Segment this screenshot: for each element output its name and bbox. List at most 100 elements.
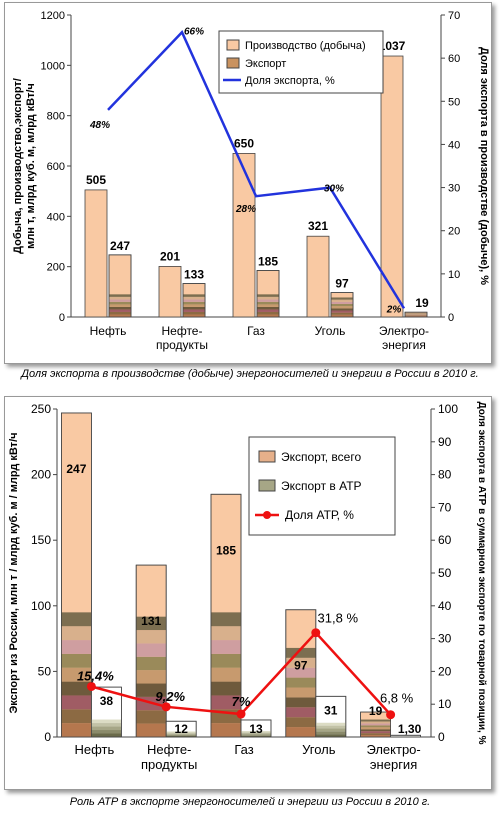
share-label: 2% (386, 304, 402, 315)
bar-export-segment (109, 301, 131, 305)
bar-export-total-segment (285, 677, 316, 688)
bar-export-total-segment (360, 719, 391, 722)
bar-label-export: 247 (110, 239, 130, 253)
chart-1-frame: 0 200 400 600 800 1000 1200 0 10 20 30 40 50 60 70 Добы… (4, 2, 492, 364)
bar-export-atp-segment (91, 723, 122, 727)
y2-tick-label: 100 (438, 402, 458, 416)
bar-export-total-segment (61, 612, 92, 627)
y-axis-title-line: млн т, млрд куб. м, млрд кВт/ч (25, 83, 37, 249)
bar-export-total (285, 609, 317, 738)
bar-export-total-segment (360, 725, 391, 728)
bar-export (182, 283, 206, 318)
bar-export-segment (109, 314, 131, 317)
bar-export-segment (331, 308, 353, 311)
bar-export-total-segment (360, 733, 391, 736)
bar-label-atp: 13 (249, 722, 263, 736)
bar-export-segment (257, 294, 279, 297)
atp-share-point (311, 628, 321, 638)
bar-export-total-segment (285, 667, 316, 678)
y2-tick-label: 70 (448, 10, 460, 22)
y-tick-label: 100 (31, 599, 51, 613)
bar-export-total-segment (360, 731, 391, 734)
y-tick-label: 600 (47, 161, 65, 173)
atp-share-label: 15,4% (77, 668, 114, 683)
x-tick-label: Электро- (366, 742, 420, 757)
bar-export-atp-segment (315, 734, 346, 737)
bar-export-total-segment (136, 683, 167, 697)
x-tick-label: Нефть (75, 742, 115, 757)
atp-share-point (236, 709, 246, 719)
bar-export-segment (257, 314, 279, 317)
legend-label-total: Экспорт, всего (281, 450, 361, 464)
chart-1-caption: Доля экспорта в производстве (добыче) эн… (21, 368, 479, 380)
y-tick-label: 400 (47, 211, 65, 223)
bar-export-atp-segment (166, 733, 197, 735)
bar-export-segment (331, 314, 353, 317)
bar-export-segment (183, 306, 205, 310)
atp-share-point (86, 681, 96, 691)
bar-export (330, 292, 354, 318)
x-tick-label: Нефть (90, 324, 127, 338)
legend-label-export: Экспорт (245, 58, 286, 70)
bar-export-total-segment (136, 710, 167, 724)
bar-export-total-segment (285, 657, 316, 668)
legend-box (218, 30, 384, 94)
bar-label-production: 1037 (379, 39, 406, 53)
bar-export-segment (331, 303, 353, 307)
bar-export-total-segment (61, 653, 92, 668)
bar-label-atp: 31 (324, 703, 338, 717)
bar-export-atp-segment (315, 731, 346, 735)
bar-export-total (135, 564, 167, 738)
bar-export-total-segment (285, 727, 316, 737)
y2-tick-label: 60 (448, 53, 460, 65)
y-tick-label: 1200 (41, 10, 65, 22)
x-tick-label: энергия (382, 338, 426, 352)
bar-export-total-segment (211, 681, 241, 696)
bar-label-total: 247 (66, 462, 86, 476)
y-axis-title: Добыча, производство,экспорт/млн т, млрд… (12, 78, 37, 254)
y-tick-label: 0 (44, 730, 51, 744)
y-tick-label: 150 (31, 533, 51, 547)
y-axis-title-line: Добыча, производство,экспорт/ (12, 78, 24, 254)
bar-export-segment (109, 304, 131, 307)
bar-export-segment (257, 311, 279, 315)
bar-export-outline (182, 283, 206, 318)
bar-export-atp-outline (240, 719, 272, 738)
legend: Экспорт, всего Экспорт в АТР Доля АТР, % (248, 436, 396, 536)
bar-export-total-segment (285, 697, 316, 708)
bar-export-segment (109, 309, 131, 312)
y2-axis-title: Доля экспорта в АТР в суммарном экспорте… (476, 402, 487, 745)
atp-share-label: 7% (232, 694, 251, 709)
bar-production (232, 153, 256, 318)
bar-label-total: 19 (369, 704, 383, 718)
bar-export-total-segment (136, 670, 167, 684)
y2-tick-label: 50 (438, 566, 452, 580)
bar-label-production: 201 (160, 249, 180, 263)
bar-export-atp-segment (91, 730, 122, 734)
y2-tick-label: 20 (438, 664, 452, 678)
y2-tick-label: 10 (448, 269, 460, 281)
bar-export-total-segment (360, 723, 391, 726)
bar-export-segment (331, 310, 353, 313)
bar-label-total: 131 (141, 614, 161, 628)
bar-export-segment (331, 312, 353, 315)
bar-export-total-segment (136, 723, 167, 737)
bar-production (306, 235, 330, 318)
y-tick-label: 200 (31, 468, 51, 482)
x-tick-label: Электро- (379, 324, 429, 338)
bar-label-export: 133 (184, 268, 204, 282)
bar-export-atp-segment (241, 731, 271, 733)
bar-export-total-segment (61, 723, 92, 737)
bar-export-atp-outline (165, 720, 197, 738)
legend-swatch-share-marker (263, 511, 271, 519)
bar-export-total-segment (211, 640, 241, 654)
share-label: 28% (235, 204, 256, 215)
bar-export-total-segment (360, 735, 391, 737)
bar-export-total-segment (211, 626, 241, 641)
bar-export-total-segment (61, 667, 92, 682)
bar-export-total-segment (211, 667, 241, 682)
bar-export-segment (183, 294, 205, 297)
bar-export-segment (257, 301, 279, 305)
bar-label-export: 19 (415, 296, 429, 310)
bar-export-segment (183, 299, 205, 302)
